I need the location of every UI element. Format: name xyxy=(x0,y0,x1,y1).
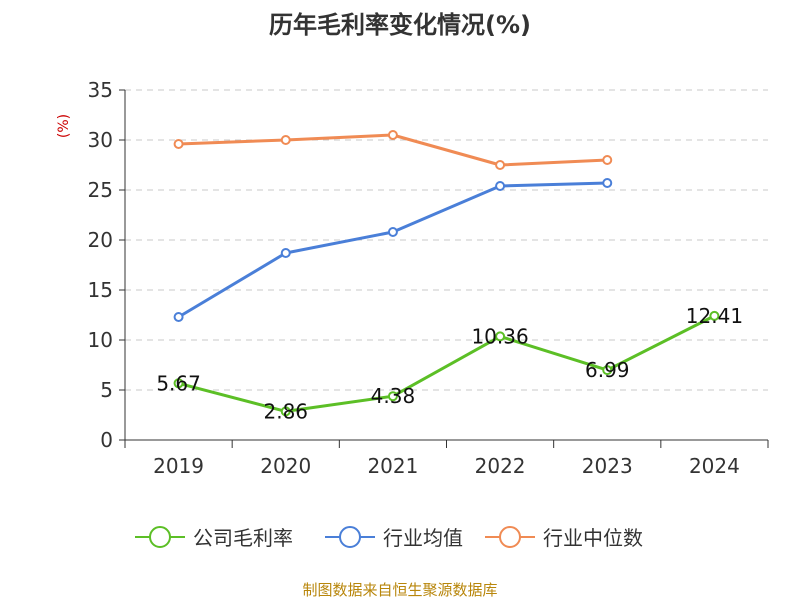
source-note: 制图数据来自恒生聚源数据库 xyxy=(302,581,497,599)
y-tick-label: 20 xyxy=(88,228,113,252)
data-point[interactable] xyxy=(173,139,184,149)
y-tick-label: 10 xyxy=(88,328,113,352)
data-point[interactable] xyxy=(173,378,184,389)
data-label: 12.41 xyxy=(686,304,743,328)
x-tick-label: 2024 xyxy=(689,454,740,478)
series-2 xyxy=(173,130,613,170)
grid xyxy=(125,89,768,391)
data-point[interactable] xyxy=(602,178,613,188)
x-tick-label: 2021 xyxy=(367,454,418,478)
y-tick-label: 25 xyxy=(88,178,113,202)
data-point[interactable] xyxy=(387,130,398,140)
data-label: 4.38 xyxy=(371,384,416,408)
legend-item-0[interactable]: 公司毛利率 xyxy=(135,526,293,550)
y-tick-label: 5 xyxy=(100,378,113,402)
data-label: 5.67 xyxy=(156,371,201,395)
data-label: 6.99 xyxy=(585,358,630,382)
series-line xyxy=(178,314,716,413)
data-point[interactable] xyxy=(387,227,398,237)
data-point[interactable] xyxy=(173,312,184,322)
data-point[interactable] xyxy=(602,365,613,376)
data-label: 10.36 xyxy=(471,324,528,348)
legend-label: 公司毛利率 xyxy=(193,526,293,550)
series-layer xyxy=(173,130,720,417)
chart-title: 历年毛利率变化情况(%) xyxy=(269,11,531,39)
data-point[interactable] xyxy=(495,181,506,191)
x-tick-label: 2023 xyxy=(582,454,633,478)
axes: 0 5 10 15 20 25 30 35 2019 2020 2021 2022 2023 2024 xyxy=(88,78,769,478)
series-line xyxy=(177,181,608,319)
data-point[interactable] xyxy=(280,406,291,417)
y-tick-label: 15 xyxy=(88,278,113,302)
legend-marker-icon xyxy=(339,526,361,548)
x-tick-label: 2020 xyxy=(260,454,311,478)
legend-label: 行业中位数 xyxy=(543,526,643,550)
data-label: 2.86 xyxy=(263,399,308,423)
data-point[interactable] xyxy=(280,248,291,258)
y-tick-label: 0 xyxy=(100,428,113,452)
legend-marker-icon xyxy=(149,526,171,548)
x-tick-label: 2022 xyxy=(475,454,526,478)
series-1 xyxy=(173,178,613,322)
data-point[interactable] xyxy=(387,391,398,402)
legend-marker-icon xyxy=(499,526,521,548)
x-tick-label: 2019 xyxy=(153,454,204,478)
legend-item-1[interactable]: 行业均值 xyxy=(325,526,463,550)
series-0 xyxy=(173,310,720,417)
data-point[interactable] xyxy=(495,160,506,170)
data-labels: 5.67 2.86 4.38 10.36 6.99 12.41 xyxy=(156,304,743,424)
data-point[interactable] xyxy=(280,135,291,145)
data-point[interactable] xyxy=(602,155,613,165)
data-point[interactable] xyxy=(495,331,506,342)
legend-item-2[interactable]: 行业中位数 xyxy=(485,526,643,550)
legend-label: 行业均值 xyxy=(383,526,463,550)
y-tick-label: 30 xyxy=(88,128,113,152)
y-axis-label: (%) xyxy=(56,114,72,138)
y-tick-label: 35 xyxy=(88,78,113,102)
data-point[interactable] xyxy=(709,310,720,321)
legend[interactable]: 公司毛利率 行业均值 行业中位数 xyxy=(135,526,643,550)
